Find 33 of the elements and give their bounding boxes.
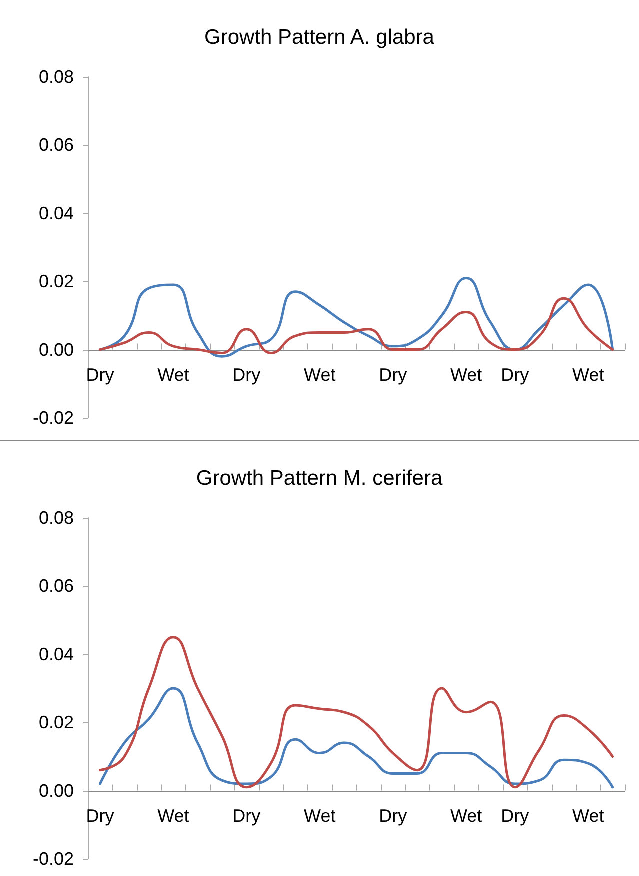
x-tick-label: Dry: [379, 806, 408, 826]
x-tick-label: Wet: [450, 806, 482, 826]
y-tick-label: 0.06: [38, 576, 74, 596]
y-tick-label: 0.02: [38, 272, 74, 292]
line-series: [98, 297, 614, 354]
chart-title: Growth Pattern A. glabra: [204, 26, 435, 49]
y-tick-label: 0.04: [38, 203, 74, 224]
y-tick-label: -0.02: [32, 408, 74, 428]
line-series: [98, 687, 614, 789]
chart-title: Growth Pattern M. cerifera: [196, 467, 443, 490]
y-tick-label: 0.08: [38, 508, 74, 528]
x-tick-label: Dry: [501, 364, 530, 385]
y-tick-label: 0.00: [38, 780, 74, 801]
x-tick-label: Dry: [232, 364, 261, 385]
x-tick-label: Wet: [304, 364, 336, 385]
x-tick-label: Dry: [86, 806, 114, 826]
x-tick-label: Dry: [379, 364, 408, 385]
x-tick-label: Wet: [572, 364, 604, 385]
x-tick-label: Dry: [232, 806, 261, 826]
x-tick-label: Wet: [158, 364, 190, 385]
y-tick-label: 0.00: [38, 340, 74, 360]
y-tick-label: 0.08: [38, 67, 74, 87]
y-tick-label: 0.02: [38, 712, 74, 733]
x-tick-label: Wet: [158, 806, 190, 826]
y-tick-label: -0.02: [32, 849, 74, 869]
x-tick-label: Dry: [86, 364, 114, 385]
x-tick-label: Wet: [304, 806, 336, 826]
y-tick-label: 0.06: [38, 135, 74, 156]
x-tick-label: Wet: [572, 806, 604, 826]
x-tick-label: Dry: [501, 806, 530, 826]
y-tick-label: 0.04: [38, 644, 74, 664]
x-tick-label: Wet: [450, 364, 482, 385]
line-series: [98, 636, 614, 789]
